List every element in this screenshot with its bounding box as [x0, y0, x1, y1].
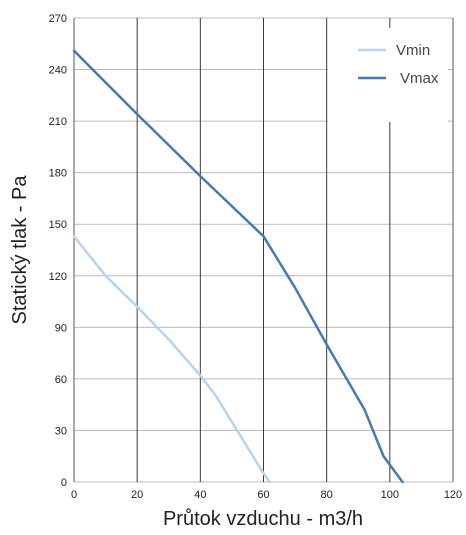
legend-box	[328, 28, 448, 122]
x-tick-label: 20	[131, 489, 143, 501]
y-tick-label: 30	[55, 425, 67, 437]
series-line-vmax	[72, 49, 404, 484]
y-tick-label: 120	[49, 271, 67, 283]
y-tick-label: 180	[49, 168, 67, 180]
series-line-vmin	[72, 235, 272, 484]
x-tick-label: 0	[71, 489, 77, 501]
y-tick-label: 270	[49, 13, 67, 25]
tick-labels: 0 30 60 90 120 150 180 210 240 270 0 20 40 60 80 100 120	[49, 13, 463, 501]
y-tick-label: 150	[49, 219, 67, 231]
grid-lines	[73, 17, 454, 483]
x-tick-label: 60	[257, 489, 269, 501]
x-tick-label: 80	[321, 489, 333, 501]
x-axis-title: Průtok vzduchu - m3/h	[163, 508, 363, 530]
x-tick-label: 40	[194, 489, 206, 501]
legend-label-vmin: Vmin	[396, 42, 430, 59]
y-tick-label: 0	[61, 477, 67, 489]
legend-label-vmax: Vmax	[400, 70, 439, 87]
y-tick-label: 210	[49, 116, 67, 128]
y-tick-label: 240	[49, 65, 67, 77]
x-tick-label: 120	[444, 489, 462, 501]
y-axis-title: Statický tlak - Pa	[9, 175, 31, 325]
series-layer	[72, 49, 404, 484]
y-tick-label: 60	[55, 374, 67, 386]
y-tick-label: 90	[55, 322, 67, 334]
legend: Vmin Vmax	[358, 42, 439, 87]
x-tick-label: 100	[381, 489, 399, 501]
